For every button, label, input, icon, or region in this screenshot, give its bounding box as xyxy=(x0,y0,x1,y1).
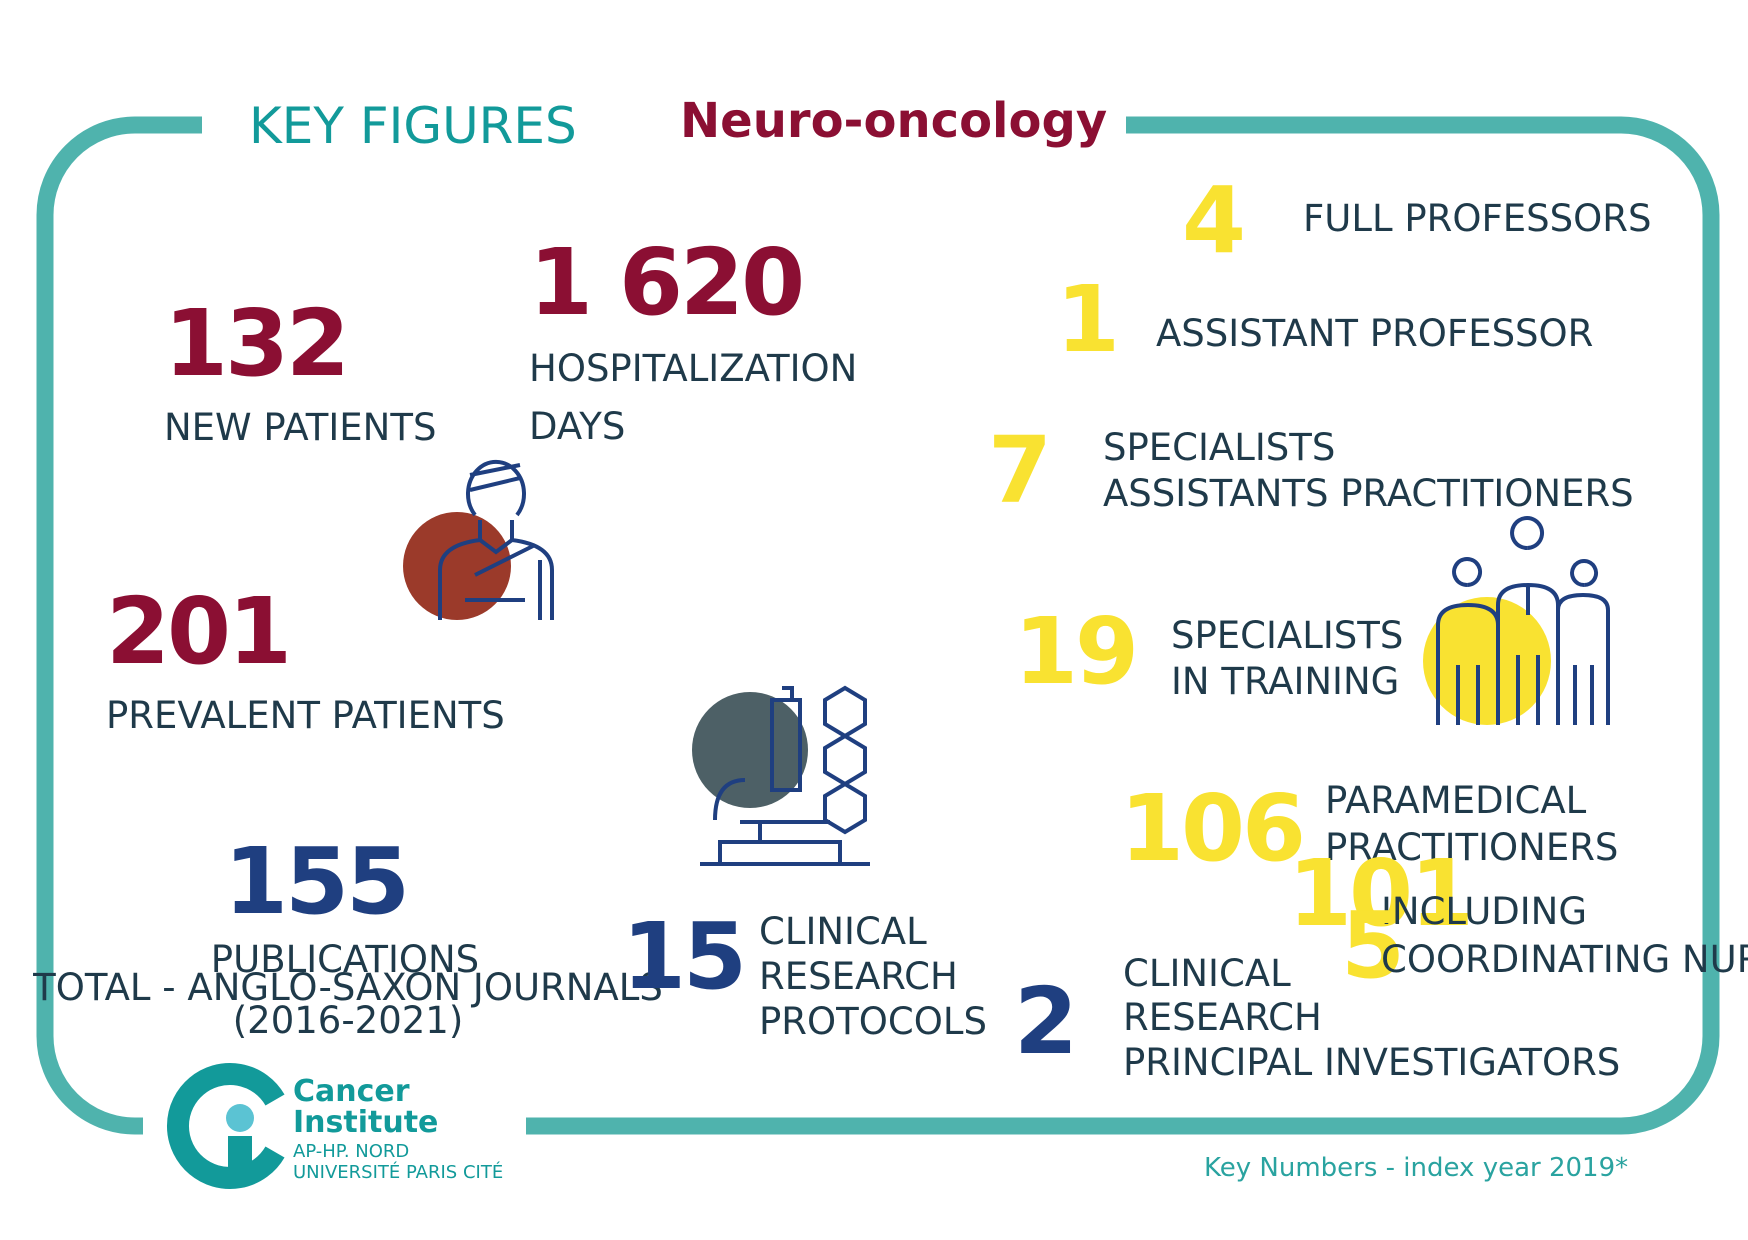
microscope-icon xyxy=(692,685,870,866)
stat-label: IN TRAINING xyxy=(1171,660,1399,703)
logo-text: AP-HP. NORD xyxy=(293,1141,409,1162)
stat-number: 106 xyxy=(1120,775,1303,882)
stat-label: HOSPITALIZATION xyxy=(529,347,857,390)
logo-mark xyxy=(166,1063,285,1189)
stat-label: PRINCIPAL INVESTIGATORS xyxy=(1123,1041,1620,1084)
stat-label: RESEARCH xyxy=(759,955,958,998)
stat-number: 15 xyxy=(622,903,744,1010)
stat-label: DAYS xyxy=(529,405,625,448)
stat-label: COORDINATING NURSES xyxy=(1381,938,1748,981)
stat-number: 19 xyxy=(1014,598,1136,705)
stat-label: PREVALENT PATIENTS xyxy=(106,694,505,737)
logo-text: Institute xyxy=(293,1105,438,1140)
stat-label: TOTAL - ANGLO-SAXON JOURNALS xyxy=(32,966,663,1009)
staff-icon xyxy=(1423,516,1610,725)
stat-label: FULL PROFESSORS xyxy=(1303,197,1651,240)
stat-number: 7 xyxy=(988,417,1049,524)
stat-label: PROTOCOLS xyxy=(759,1000,987,1043)
stat-number: 1 xyxy=(1056,266,1117,373)
stat-label: INCLUDING xyxy=(1381,890,1587,933)
stat-number: 201 xyxy=(106,578,289,685)
stat-number: 101 xyxy=(1288,840,1471,947)
title: KEY FIGURES xyxy=(249,97,577,155)
logo-text: Cancer xyxy=(293,1074,410,1109)
stat-label: RESEARCH xyxy=(1123,996,1322,1039)
stat-label: CLINICAL xyxy=(759,910,927,953)
stat-label: CLINICAL xyxy=(1123,952,1291,995)
stat-label: ASSISTANTS PRACTITIONERS xyxy=(1103,472,1634,515)
stat-number: 132 xyxy=(164,290,347,397)
patient-icon xyxy=(403,459,554,620)
stat-label: ASSISTANT PROFESSOR xyxy=(1156,312,1593,355)
stat-label: SPECIALISTS xyxy=(1171,614,1403,657)
stat-label: SPECIALISTS xyxy=(1103,426,1335,469)
stat-label: PARAMEDICAL xyxy=(1325,779,1587,822)
stat-label: NEW PATIENTS xyxy=(164,406,436,449)
subtitle: Neuro-oncology xyxy=(680,93,1107,149)
stat-label: (2016-2021) xyxy=(233,999,464,1042)
frame xyxy=(36,116,1720,1135)
stat-number: 1 620 xyxy=(529,229,802,336)
stat-number: 2 xyxy=(1014,968,1075,1075)
stat-label: PRACTITIONERS xyxy=(1325,826,1618,869)
stat-number: 5 xyxy=(1341,892,1402,999)
logo-text: UNIVERSITÉ PARIS CITÉ xyxy=(293,1161,503,1183)
footer-note: Key Numbers - index year 2019* xyxy=(1204,1153,1628,1183)
stat-number: 155 xyxy=(224,828,407,935)
stat-label: PUBLICATIONS xyxy=(211,938,479,981)
stat-number: 4 xyxy=(1182,167,1243,274)
